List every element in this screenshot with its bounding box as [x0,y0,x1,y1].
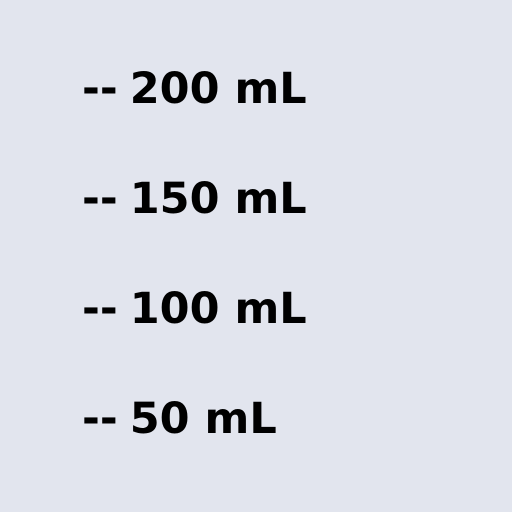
scale-label: 150 mL [129,174,307,224]
scale-tick: -- [82,394,118,444]
scale-mark-200: -- 200 mL [82,64,307,114]
scale-tick: -- [82,64,118,114]
scale-tick: -- [82,284,118,334]
scale-tick: -- [82,174,118,224]
scale-label: 100 mL [129,284,307,334]
scale-mark-150: -- 150 mL [82,174,307,224]
scale-mark-50: -- 50 mL [82,394,277,444]
scale-label: 200 mL [129,64,307,114]
scale-label: 50 mL [129,394,277,444]
scale-mark-100: -- 100 mL [82,284,307,334]
